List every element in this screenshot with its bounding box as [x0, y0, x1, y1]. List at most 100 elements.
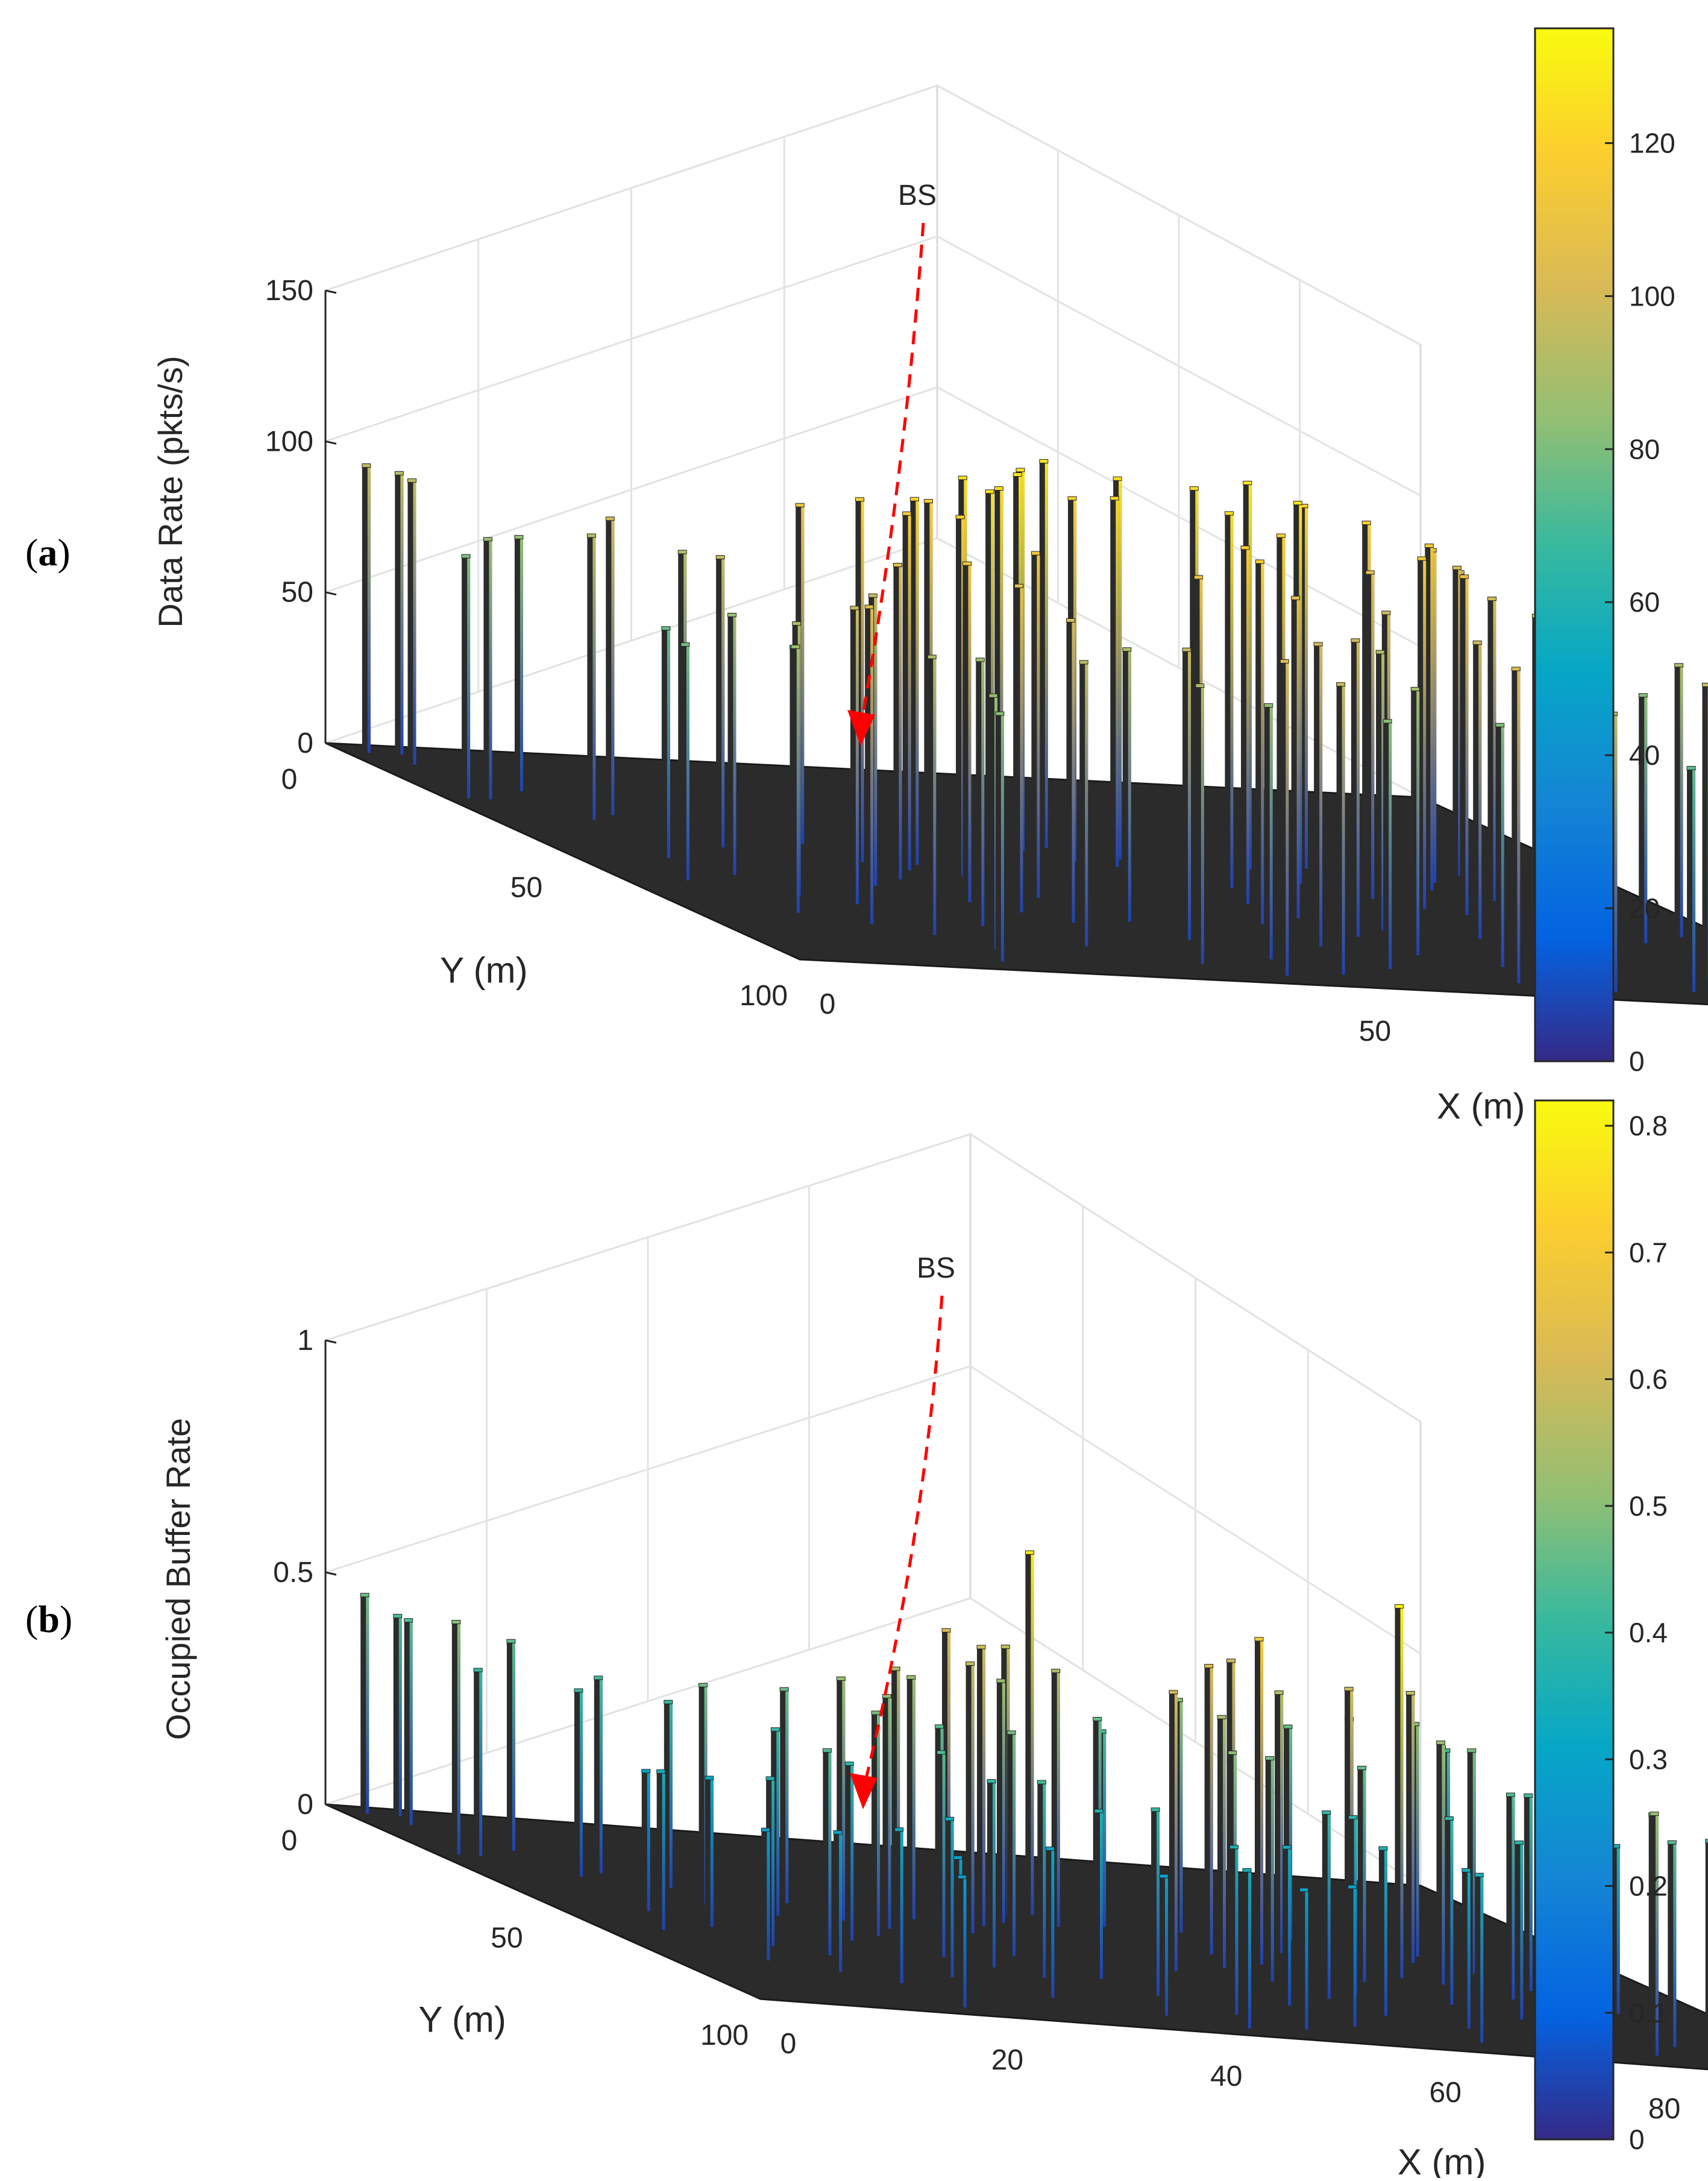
bar-top [1255, 1637, 1263, 1641]
bar [467, 557, 470, 799]
bar-top [985, 490, 994, 494]
bar-top [850, 606, 859, 610]
bar-top [1293, 501, 1302, 505]
bar-top [1025, 1551, 1034, 1554]
bar [1371, 573, 1374, 899]
bar [1430, 547, 1433, 891]
bar [776, 1730, 779, 1916]
bar [1128, 650, 1131, 922]
colorbar-tick-label: 0.7 [1629, 1237, 1668, 1268]
bar [1680, 666, 1683, 938]
bar-top [954, 1856, 962, 1859]
bar [899, 566, 902, 880]
bar-top [657, 1770, 665, 1774]
bar [1442, 1743, 1445, 1985]
bar-top [1225, 512, 1233, 515]
bar-top [1169, 1690, 1178, 1694]
bar-top [1358, 1766, 1366, 1770]
bar-top [574, 1689, 583, 1692]
floor-surface [325, 1804, 1708, 2080]
colorbar-tick-label: 100 [1629, 280, 1675, 312]
bar [839, 1833, 842, 1972]
bar-top [935, 1725, 944, 1728]
bar-top [728, 613, 736, 617]
bar [1045, 462, 1048, 848]
bar [1520, 1844, 1523, 2020]
bar [1271, 1759, 1274, 1982]
bar-top [1349, 1816, 1357, 1819]
bar-top [1151, 1808, 1160, 1812]
bar-top [1675, 664, 1683, 667]
bar [1478, 643, 1481, 939]
bar [1248, 1871, 1251, 2029]
bar-top [1488, 597, 1496, 601]
bar [1305, 507, 1308, 869]
colorbar-tick-label: 0.3 [1629, 1743, 1668, 1775]
bar [982, 1648, 985, 1926]
bar-top [1079, 661, 1088, 664]
bar-top [937, 1751, 946, 1754]
bar-top [1639, 694, 1647, 697]
bar-top [1228, 1751, 1237, 1754]
colorbar-gradient [1535, 28, 1613, 1061]
x-tick-label: 80 [1648, 2093, 1680, 2125]
bar [1384, 1849, 1387, 2016]
x-tick-label: 40 [1210, 2060, 1242, 2092]
bar [1423, 559, 1426, 909]
bar [1416, 1725, 1419, 1957]
bar [1188, 650, 1191, 940]
bar [1223, 1718, 1226, 1968]
bar-top [1196, 684, 1204, 688]
bar [888, 1697, 891, 1929]
bar [1001, 714, 1004, 962]
bar-top [924, 500, 932, 503]
bar-top [928, 655, 936, 659]
bar-top [1322, 1811, 1331, 1815]
x-axis-label: X (m) [1398, 2142, 1486, 2178]
bar-top [606, 517, 614, 521]
bar [856, 609, 859, 905]
bar-top [1292, 596, 1300, 600]
bar-top [515, 535, 523, 539]
bar [1673, 1843, 1676, 2047]
bar [1175, 1693, 1178, 1971]
bar-top [408, 479, 416, 482]
y-tick-label: 50 [491, 1922, 523, 1954]
bar-top [796, 503, 804, 507]
bar [1270, 706, 1273, 960]
bar-top [882, 1695, 891, 1698]
bar [457, 1622, 460, 1854]
bar [1342, 685, 1345, 975]
bar-top [1687, 767, 1695, 770]
bar-top [1243, 1868, 1251, 1872]
bar [1085, 663, 1088, 947]
bar [1157, 1810, 1160, 1996]
colorbar-tick-label: 0.4 [1629, 1617, 1668, 1648]
bar [1465, 577, 1468, 915]
bar-top [1190, 487, 1198, 491]
bar [1297, 598, 1300, 918]
panel-label-b: (b) [25, 1597, 72, 1642]
bar-top [1217, 1715, 1226, 1719]
bar-top [716, 556, 724, 559]
colorbar: 00.10.20.30.40.50.60.70.8 [1535, 1100, 1668, 2155]
bar [1480, 1875, 1483, 2042]
z-tick-label: 0 [297, 1789, 313, 1821]
colorbar-tick-label: 0.6 [1629, 1364, 1668, 1395]
bar-top [1113, 477, 1122, 480]
colorbar-tick-label: 60 [1629, 586, 1660, 618]
bar-top [394, 1615, 402, 1618]
bar-top [1284, 1725, 1292, 1728]
bs-label: BS [898, 180, 937, 212]
bar [915, 500, 918, 865]
bar [368, 466, 371, 753]
bar-top [966, 1662, 975, 1666]
bar [1501, 726, 1504, 967]
bar [1179, 1701, 1182, 1933]
bar-top [793, 622, 801, 626]
bar [1468, 1871, 1471, 2029]
bar-top [474, 1668, 482, 1672]
bar [1416, 689, 1419, 955]
